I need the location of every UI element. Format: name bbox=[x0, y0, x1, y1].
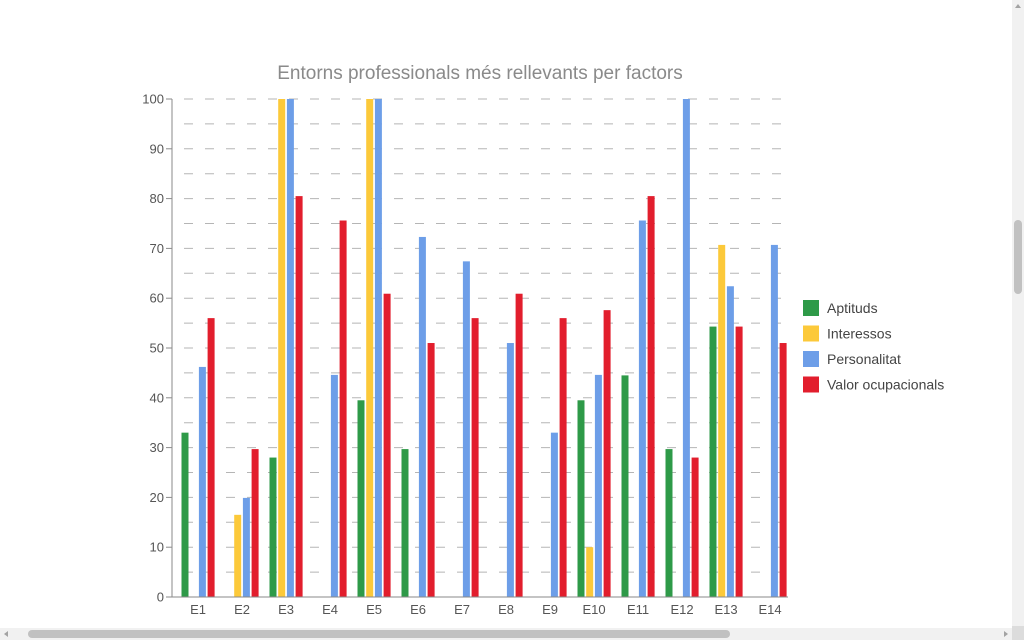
bar-e7-personalitat bbox=[462, 261, 470, 597]
bar-e13-interessos bbox=[718, 244, 726, 597]
grid-lines bbox=[184, 98, 788, 573]
bar-e10-valor-ocupacionals bbox=[603, 310, 611, 597]
bar-e1-aptituds bbox=[181, 432, 189, 597]
x-tick-label: E11 bbox=[627, 602, 649, 617]
bar-e10-interessos bbox=[586, 547, 594, 597]
bar-e10-aptituds bbox=[577, 400, 585, 597]
legend-label: Personalitat bbox=[827, 351, 901, 367]
legend-swatch bbox=[803, 325, 819, 342]
bar-e4-valor-ocupacionals bbox=[339, 220, 347, 597]
scroll-up-icon[interactable] bbox=[1015, 4, 1021, 8]
bar-e1-personalitat bbox=[198, 366, 206, 597]
bar-e6-valor-ocupacionals bbox=[427, 343, 435, 597]
bar-e13-aptituds bbox=[709, 326, 717, 597]
bar-e14-valor-ocupacionals bbox=[779, 343, 787, 597]
bar-e14-personalitat bbox=[770, 244, 778, 597]
scroll-left-icon[interactable] bbox=[4, 631, 8, 637]
y-tick-label: 50 bbox=[150, 341, 164, 356]
bar-e6-aptituds bbox=[401, 449, 409, 597]
x-tick-label: E13 bbox=[714, 602, 737, 617]
scroll-corner bbox=[1012, 626, 1024, 640]
bar-e13-valor-ocupacionals bbox=[735, 326, 743, 597]
bar-e11-valor-ocupacionals bbox=[647, 196, 655, 598]
x-tick-label: E14 bbox=[758, 602, 781, 617]
bar-e12-valor-ocupacionals bbox=[691, 457, 699, 597]
legend-swatch bbox=[803, 351, 819, 367]
y-tick-label: 70 bbox=[150, 241, 164, 256]
legend-label: Aptituds bbox=[827, 300, 878, 316]
bar-e11-aptituds bbox=[621, 375, 629, 597]
bar-e6-personalitat bbox=[418, 236, 426, 598]
bar-e3-interessos bbox=[278, 99, 286, 597]
x-tick-label: E12 bbox=[670, 602, 693, 617]
bar-e5-personalitat bbox=[374, 99, 382, 597]
legend: Aptituds Interessos Personalitat Valor ocup… bbox=[803, 300, 944, 393]
x-tick-label: E6 bbox=[410, 602, 426, 617]
bar-e8-personalitat bbox=[506, 343, 514, 597]
bar-e10-personalitat bbox=[594, 374, 602, 597]
y-axis: 0 10 20 30 40 50 60 70 80 90 100 bbox=[142, 92, 173, 605]
legend-label: Valor ocupacionals bbox=[827, 377, 944, 393]
y-tick-label: 0 bbox=[157, 590, 164, 605]
y-tick-label: 10 bbox=[150, 540, 164, 555]
bar-chart: Entorns professionals més rellevants per… bbox=[142, 63, 944, 617]
x-tick-label: E10 bbox=[582, 602, 605, 617]
scroll-right-icon[interactable] bbox=[1004, 631, 1008, 637]
bar-e3-aptituds bbox=[269, 457, 277, 597]
y-tick-label: 20 bbox=[150, 490, 164, 505]
y-tick-label: 40 bbox=[150, 390, 164, 405]
bar-e3-valor-ocupacionals bbox=[295, 196, 303, 598]
x-tick-label: E3 bbox=[278, 602, 294, 617]
y-tick-label: 30 bbox=[150, 440, 164, 455]
x-tick-label: E9 bbox=[542, 602, 558, 617]
bar-e1-valor-ocupacionals bbox=[207, 318, 215, 597]
bar-e9-valor-ocupacionals bbox=[559, 318, 567, 597]
bar-e5-aptituds bbox=[357, 400, 365, 597]
y-tick-label: 80 bbox=[150, 191, 164, 206]
bar-e11-personalitat bbox=[638, 220, 646, 597]
y-tick-label: 60 bbox=[150, 291, 164, 306]
bar-e5-valor-ocupacionals bbox=[383, 293, 391, 597]
bar-e9-personalitat bbox=[550, 432, 558, 597]
x-tick-label: E8 bbox=[498, 602, 514, 617]
x-tick-label: E5 bbox=[366, 602, 382, 617]
bar-e8-valor-ocupacionals bbox=[515, 293, 523, 597]
bar-e13-personalitat bbox=[726, 286, 734, 597]
bar-e2-interessos bbox=[234, 514, 242, 597]
bar-e5-interessos bbox=[366, 99, 374, 597]
bar-e2-valor-ocupacionals bbox=[251, 449, 259, 597]
x-tick-label: E1 bbox=[190, 602, 206, 617]
x-tick-label: E2 bbox=[234, 602, 250, 617]
vertical-scrollbar[interactable] bbox=[1012, 0, 1024, 626]
bar-e12-personalitat bbox=[682, 99, 690, 597]
vertical-scroll-thumb[interactable] bbox=[1014, 220, 1022, 294]
y-tick-label: 90 bbox=[150, 141, 164, 156]
bar-e12-aptituds bbox=[665, 449, 673, 597]
bar-e7-valor-ocupacionals bbox=[471, 318, 479, 597]
x-tick-label: E4 bbox=[322, 602, 338, 617]
legend-swatch bbox=[803, 300, 819, 316]
y-tick-label: 100 bbox=[142, 92, 164, 107]
chart-title: Entorns professionals més rellevants per… bbox=[277, 63, 683, 84]
bar-e4-personalitat bbox=[330, 374, 338, 597]
legend-label: Interessos bbox=[827, 326, 892, 342]
bar-e2-personalitat bbox=[242, 497, 250, 597]
legend-swatch bbox=[803, 376, 819, 393]
horizontal-scroll-thumb[interactable] bbox=[28, 630, 730, 638]
x-axis: E1 E2 E3 E4 E5 E6 E7 E8 E9 E10 E11 E12 E13 E14 bbox=[172, 596, 788, 617]
bars bbox=[181, 99, 787, 598]
x-tick-label: E7 bbox=[454, 602, 470, 617]
bar-e3-personalitat bbox=[286, 99, 294, 597]
